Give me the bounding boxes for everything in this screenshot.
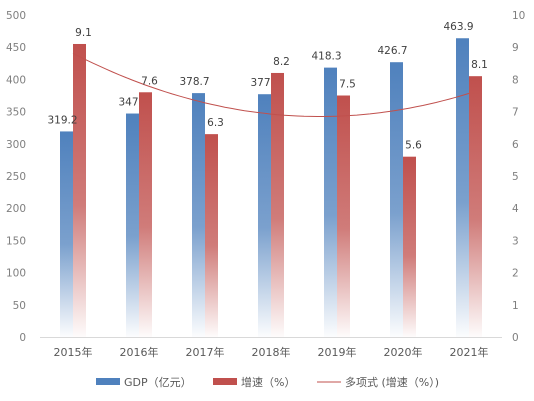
- growth-bar: [205, 134, 218, 337]
- x-tick-label: 2016年: [120, 345, 159, 359]
- legend-trendline-label: 多项式 (增速（%）): [345, 375, 439, 389]
- right-tick-label: 4: [512, 203, 519, 215]
- legend-growth-swatch: [213, 378, 237, 385]
- gdp-bar: [258, 94, 271, 337]
- left-tick-label: 400: [6, 74, 26, 86]
- left-tick-label: 0: [19, 332, 26, 344]
- legend: GDP（亿元） 增速（%） 多项式 (增速（%）): [96, 375, 439, 389]
- x-axis: 2015年 2016年 2017年 2018年 2019年 2020年 2021年: [40, 337, 502, 359]
- growth-bar: [73, 43, 86, 337]
- right-tick-label: 3: [512, 235, 519, 247]
- gdp-bar: [126, 113, 139, 337]
- growth-data-label: 8.2: [273, 56, 290, 68]
- gdp-bar: [192, 93, 205, 337]
- growth-data-label: 7.6: [141, 75, 158, 87]
- right-tick-label: 6: [512, 139, 519, 151]
- gdp-data-label: 378.7: [179, 76, 209, 88]
- x-tick-label: 2020年: [384, 345, 423, 359]
- right-tick-label: 2: [512, 268, 519, 280]
- left-tick-label: 300: [6, 139, 26, 151]
- right-tick-label: 8: [512, 74, 519, 86]
- left-tick-label: 50: [13, 300, 26, 312]
- growth-bar: [271, 72, 284, 338]
- gdp-data-label: 463.9: [443, 21, 473, 33]
- growth-bar: [403, 156, 416, 337]
- gdp-bar: [324, 67, 337, 337]
- gdp-bar: [60, 131, 73, 337]
- right-y-axis: 0 1 2 3 4 5 6 7 8 9 10: [512, 10, 525, 344]
- right-tick-label: 10: [512, 10, 525, 22]
- growth-data-label: 9.1: [75, 27, 92, 39]
- right-tick-label: 9: [512, 42, 519, 54]
- growth-data-label: 5.6: [405, 140, 422, 152]
- growth-data-label: 7.5: [339, 79, 356, 91]
- legend-gdp-label: GDP（亿元）: [124, 376, 192, 389]
- growth-bar: [469, 76, 482, 338]
- x-tick-label: 2017年: [186, 345, 225, 359]
- x-tick-label: 2015年: [54, 345, 93, 359]
- right-tick-label: 1: [512, 300, 519, 312]
- x-tick-label: 2018年: [252, 345, 291, 359]
- left-tick-label: 200: [6, 203, 26, 215]
- bars-layer: [60, 38, 482, 338]
- right-tick-label: 0: [512, 332, 519, 344]
- x-tick-label: 2021年: [450, 345, 489, 359]
- polynomial-trendline: [72, 52, 470, 117]
- gdp-data-label: 426.7: [377, 45, 407, 57]
- left-y-axis: 0 50 100 150 200 250 300 350 400 450 500: [6, 10, 26, 344]
- growth-bar: [337, 95, 350, 337]
- left-tick-label: 350: [6, 107, 26, 119]
- left-tick-label: 100: [6, 268, 26, 280]
- gdp-bar: [390, 62, 403, 337]
- left-tick-label: 250: [6, 171, 26, 183]
- growth-bar: [139, 92, 152, 337]
- trendline-layer: [72, 52, 470, 117]
- data-labels-layer: 319.2 347 378.7 377 418.3 426.7 463.9 9.1 7.6 6.3…: [47, 21, 487, 151]
- growth-data-label: 6.3: [207, 117, 224, 129]
- x-tick-label: 2019年: [318, 345, 357, 359]
- growth-data-label: 8.1: [471, 59, 488, 71]
- legend-growth-label: 增速（%）: [241, 375, 295, 389]
- gdp-data-label: 319.2: [47, 114, 77, 126]
- gdp-data-label: 347: [118, 97, 138, 109]
- right-tick-label: 5: [512, 171, 519, 183]
- gdp-data-label: 418.3: [311, 51, 341, 63]
- left-tick-label: 450: [6, 42, 26, 54]
- gdp-bar: [456, 38, 469, 337]
- gdp-data-label: 377: [250, 77, 270, 89]
- left-tick-label: 150: [6, 235, 26, 247]
- right-tick-label: 7: [512, 107, 519, 119]
- legend-gdp-swatch: [96, 378, 120, 385]
- left-tick-label: 500: [6, 10, 26, 22]
